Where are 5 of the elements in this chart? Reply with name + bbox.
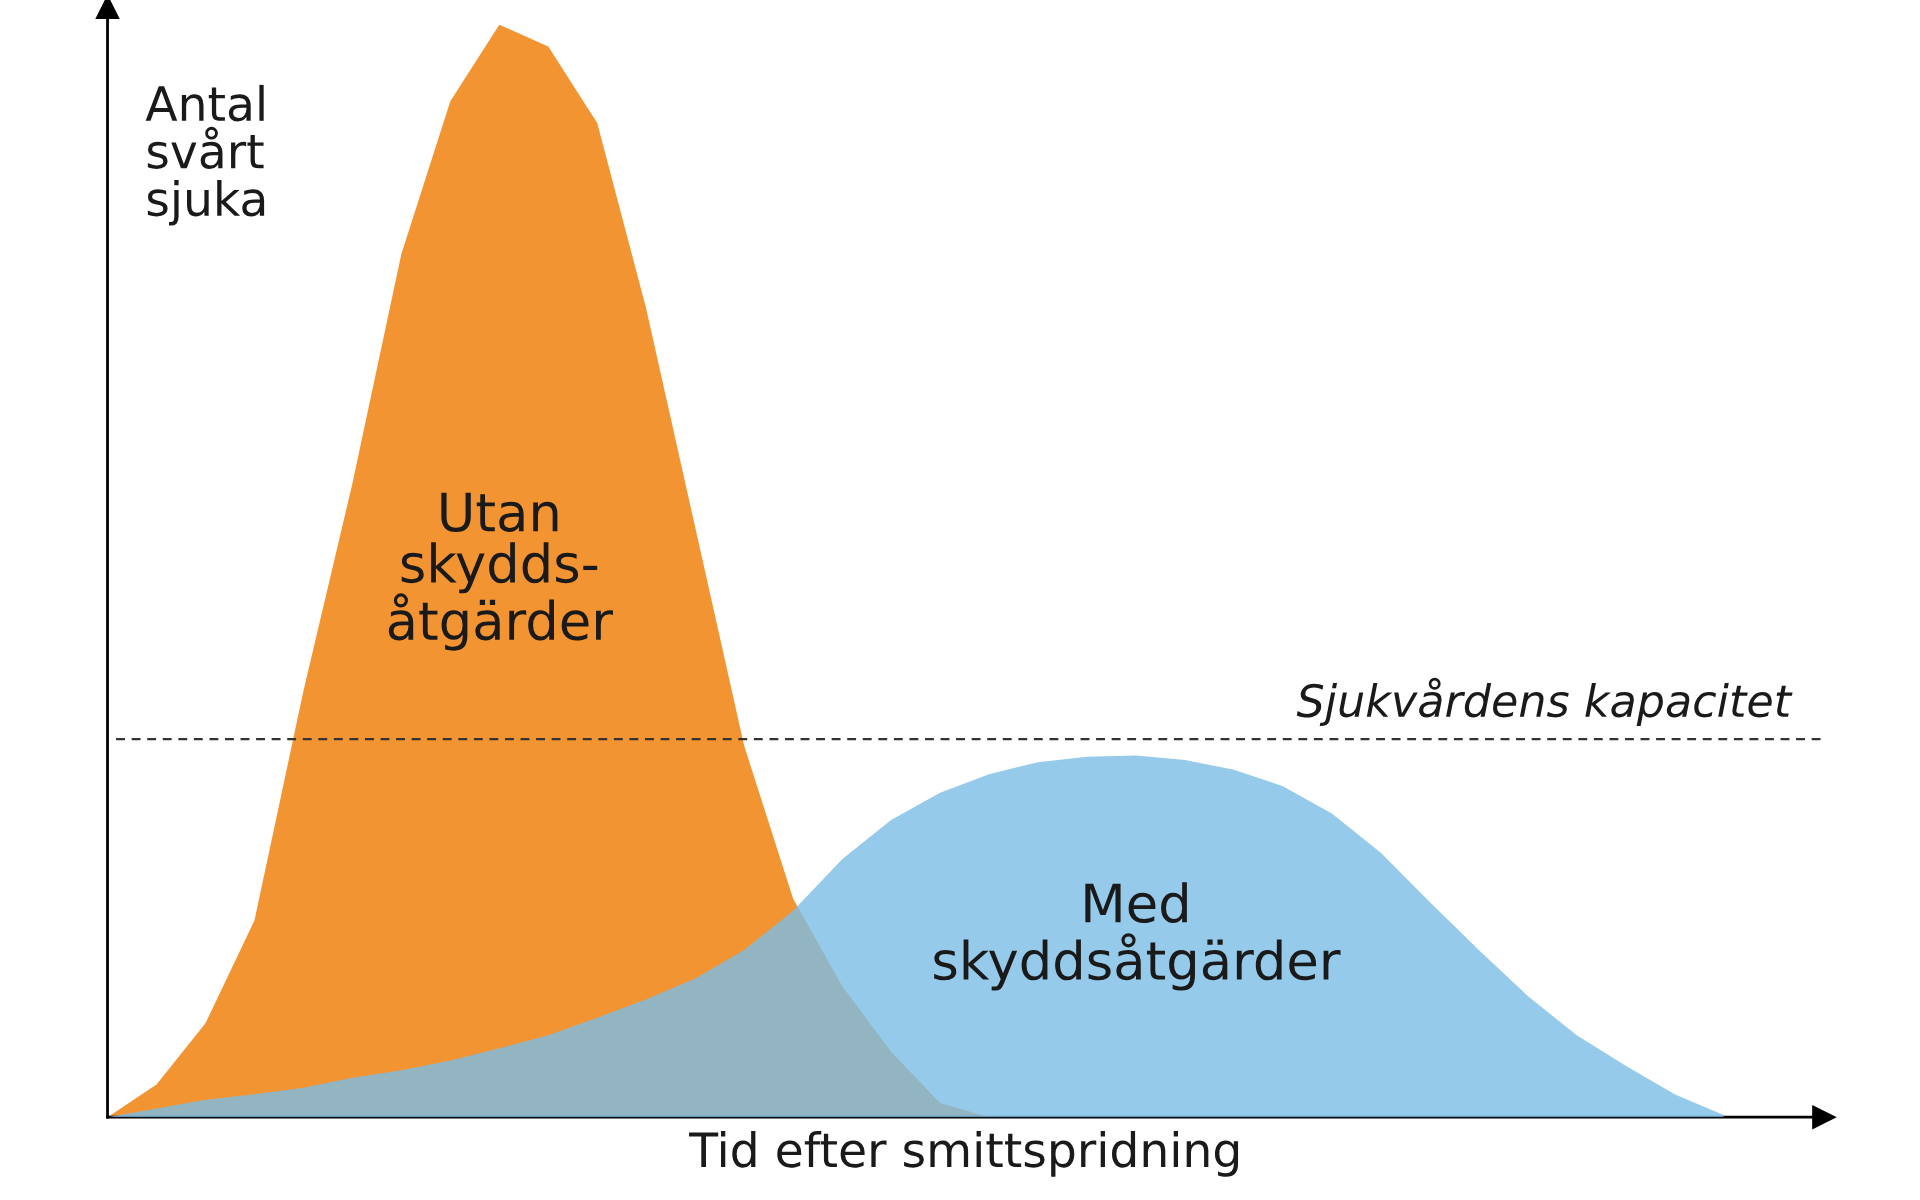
x-axis-title: Tid efter smittspridning xyxy=(689,1131,1239,1177)
y-axis-title: Antal svårt sjuka xyxy=(145,84,265,226)
ref-line-label: Sjukvårdens kapacitet xyxy=(1296,677,1793,727)
series-label: Utan skydds- åtgärder xyxy=(388,492,613,651)
series-label: Med skyddsåtgärder xyxy=(934,882,1341,991)
